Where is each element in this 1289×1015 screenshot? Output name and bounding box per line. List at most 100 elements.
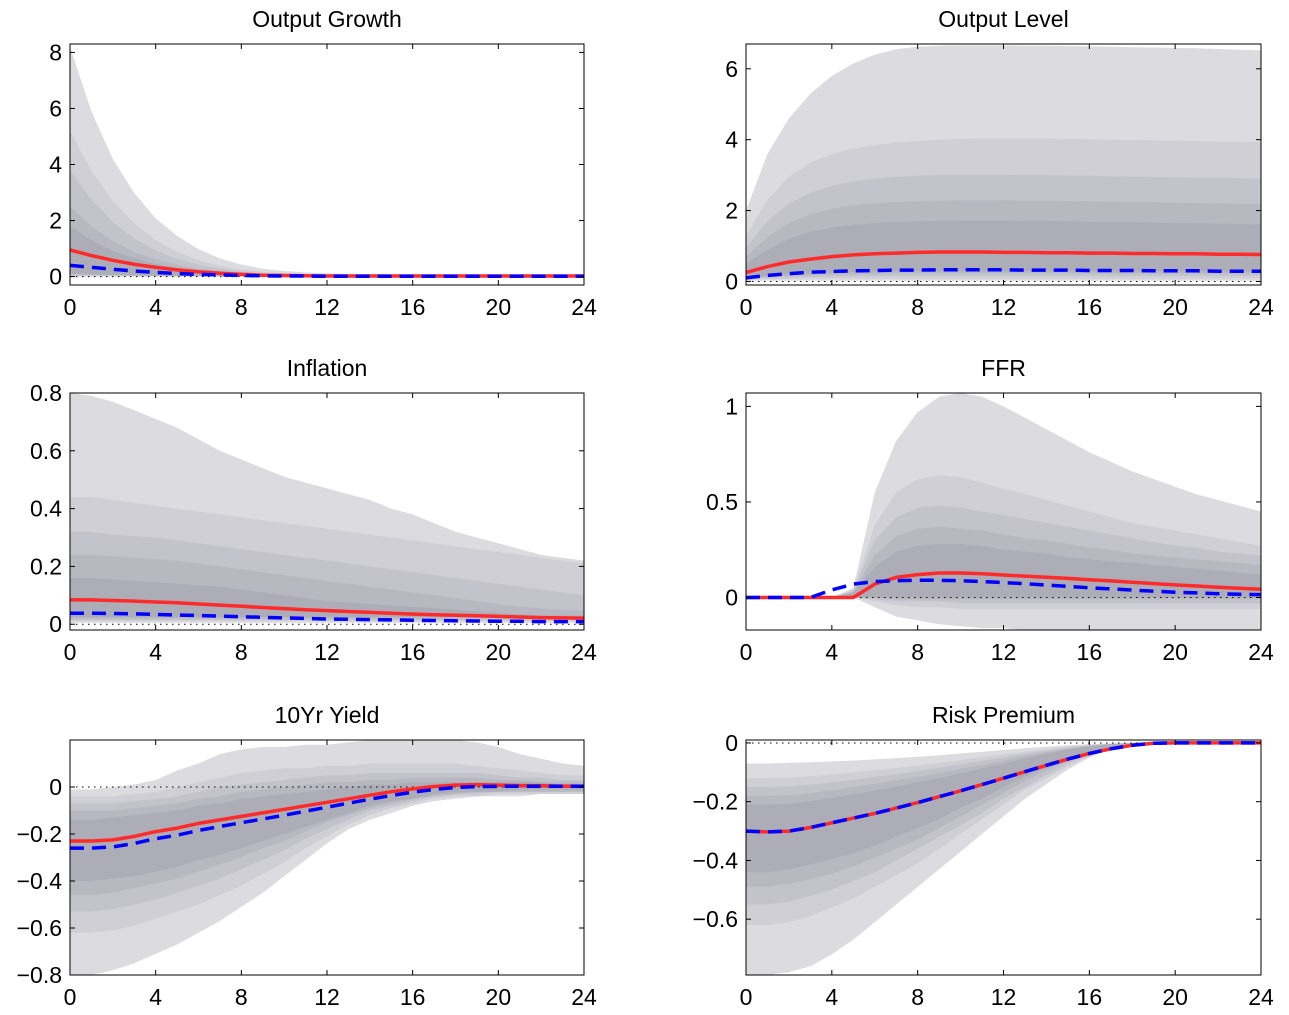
x-tick-label: 16 — [400, 984, 426, 1010]
x-tick-label: 0 — [64, 639, 77, 665]
chart-title: Output Growth — [252, 6, 402, 32]
x-tick-label: 12 — [314, 639, 340, 665]
y-tick-label: 4 — [725, 127, 738, 153]
x-tick-label: 12 — [314, 984, 340, 1010]
x-tick-label: 4 — [149, 984, 162, 1010]
y-tick-label: 0 — [725, 730, 738, 756]
plot-area — [746, 45, 1261, 282]
confidence-band-5 — [70, 578, 584, 617]
confidence-band-4 — [746, 742, 1261, 887]
y-tick-label: 8 — [49, 39, 62, 65]
x-tick-label: 8 — [911, 984, 924, 1010]
x-tick-label: 20 — [486, 984, 512, 1010]
x-tick-label: 20 — [486, 294, 512, 320]
confidence-band-3 — [746, 742, 1261, 905]
y-tick-label: −0.6 — [693, 906, 738, 932]
chart-title: Risk Premium — [932, 702, 1075, 728]
y-tick-label: 0.8 — [30, 380, 62, 406]
solid-series-line — [746, 250, 1261, 275]
x-tick-label: 4 — [825, 294, 838, 320]
x-tick-label: 8 — [235, 639, 248, 665]
dashed-series-line — [70, 611, 584, 624]
x-tick-label: 12 — [991, 294, 1017, 320]
plot-area — [70, 740, 584, 975]
x-tick-label: 8 — [911, 294, 924, 320]
dashed-series-line — [746, 268, 1261, 280]
solid-series-line — [70, 782, 584, 843]
y-tick-label: 0.4 — [30, 496, 62, 522]
chart-panel-4: 0 4 8 12 16 20 24 0 0.5 1 FFR — [706, 355, 1274, 665]
y-tick-label: 4 — [49, 152, 62, 178]
x-tick-label: 0 — [64, 984, 77, 1010]
x-tick-label: 20 — [1162, 639, 1188, 665]
y-tick-label: 2 — [49, 208, 62, 234]
y-tick-label: 0.5 — [706, 489, 738, 515]
x-tick-label: 4 — [825, 639, 838, 665]
y-tick-label: −0.8 — [17, 962, 62, 988]
chart-title: Inflation — [287, 355, 368, 381]
x-tick-label: 8 — [235, 984, 248, 1010]
x-tick-label: 16 — [400, 639, 426, 665]
y-tick-label: 0 — [49, 774, 62, 800]
confidence-band-5 — [70, 782, 584, 881]
y-tick-label: 0 — [725, 585, 738, 611]
x-tick-label: 8 — [911, 639, 924, 665]
y-tick-label: 0.6 — [30, 438, 62, 464]
x-tick-label: 12 — [991, 984, 1017, 1010]
y-tick-label: 0 — [725, 268, 738, 294]
x-tick-label: 0 — [740, 294, 753, 320]
y-tick-label: 2 — [725, 198, 738, 224]
x-tick-label: 16 — [400, 294, 426, 320]
confidence-band-5 — [746, 220, 1261, 278]
y-tick-label: 0 — [49, 611, 62, 637]
x-tick-label: 4 — [149, 294, 162, 320]
x-tick-label: 24 — [1248, 639, 1274, 665]
x-tick-label: 24 — [571, 639, 597, 665]
dashed-series-line — [70, 263, 584, 279]
x-tick-label: 24 — [571, 294, 597, 320]
confidence-band-5 — [746, 742, 1261, 873]
chart-title: 10Yr Yield — [275, 702, 380, 728]
plot-area — [70, 46, 584, 279]
y-tick-label: 6 — [49, 95, 62, 121]
x-tick-label: 12 — [314, 294, 340, 320]
x-tick-label: 4 — [149, 639, 162, 665]
x-tick-label: 24 — [1248, 294, 1274, 320]
chart-panel-3: 0 4 8 12 16 20 24 0 0.2 0.4 0.6 0.8 Inflation — [30, 355, 597, 665]
x-tick-label: 24 — [571, 984, 597, 1010]
dashed-series-line — [746, 578, 1261, 600]
x-tick-label: 16 — [1077, 984, 1103, 1010]
x-tick-label: 24 — [1248, 984, 1274, 1010]
y-tick-label: −0.2 — [693, 789, 738, 815]
y-tick-label: 6 — [725, 56, 738, 82]
plot-area — [746, 393, 1261, 630]
plot-area — [70, 393, 584, 625]
x-tick-label: 20 — [1162, 984, 1188, 1010]
y-tick-label: 0.2 — [30, 553, 62, 579]
chart-panel-5: 0 4 8 12 16 20 24 −0.8 −0.6 −0.4 −0.2 0 10Yr Yield — [17, 702, 597, 1010]
chart-panel-6: 0 4 8 12 16 20 24 −0.6 −0.4 −0.2 0 Risk Premium — [693, 702, 1274, 1010]
plot-area — [746, 741, 1261, 975]
y-tick-label: −0.4 — [693, 847, 739, 873]
chart-title: Output Level — [938, 6, 1068, 32]
x-tick-label: 20 — [486, 639, 512, 665]
x-tick-label: 4 — [825, 984, 838, 1010]
y-tick-label: −0.4 — [17, 868, 63, 894]
x-tick-label: 0 — [740, 639, 753, 665]
solid-series-line — [70, 597, 584, 620]
x-tick-label: 16 — [1077, 294, 1103, 320]
x-tick-label: 12 — [991, 639, 1017, 665]
x-tick-label: 8 — [235, 294, 248, 320]
y-tick-label: 1 — [725, 393, 738, 419]
y-tick-label: −0.2 — [17, 821, 62, 847]
x-tick-label: 20 — [1162, 294, 1188, 320]
y-tick-label: 0 — [49, 264, 62, 290]
chart-title: FFR — [981, 355, 1026, 381]
x-tick-label: 0 — [740, 984, 753, 1010]
x-tick-label: 16 — [1077, 639, 1103, 665]
x-tick-label: 0 — [64, 294, 77, 320]
solid-series-line — [746, 571, 1261, 600]
